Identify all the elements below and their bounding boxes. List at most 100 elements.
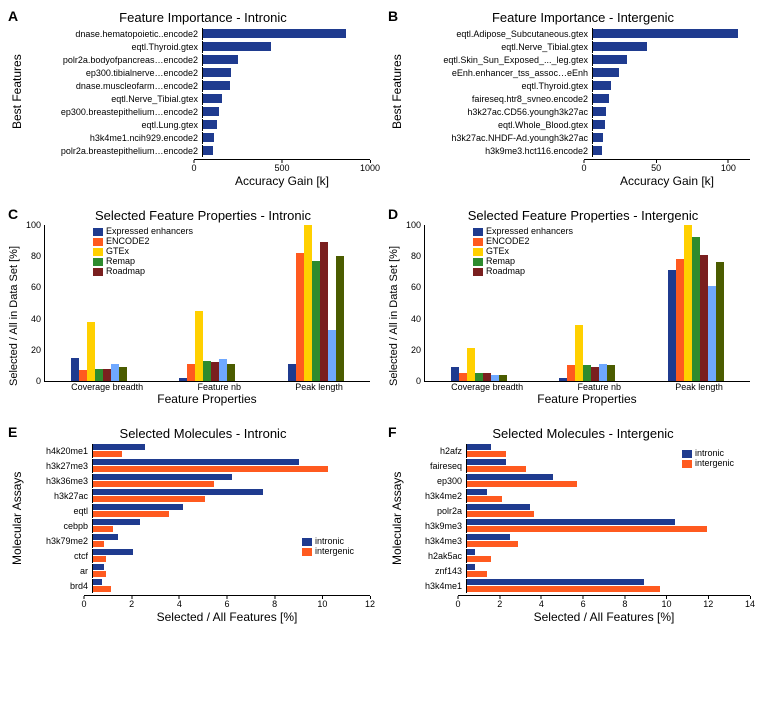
panel-c-legend: Expressed enhancersENCODE2GTExRemapRoadm… <box>91 225 195 278</box>
bar <box>288 364 296 381</box>
bar-label: h3k4me3 <box>406 536 466 546</box>
bar-label: ctcf <box>26 551 92 561</box>
bar <box>103 369 111 381</box>
bar <box>179 378 187 381</box>
bar <box>203 29 346 39</box>
bar <box>475 373 483 381</box>
bar <box>79 370 87 381</box>
bar-row: h3k79me2 <box>26 534 362 548</box>
bar-label: h3k4me2 <box>406 491 466 501</box>
bar-row: h3k27ac.CD56.youngh3k27ac <box>406 106 742 118</box>
figure-grid: A Feature Importance - Intronic Best Fea… <box>8 8 750 624</box>
panel-b-xlabel: Accuracy Gain [k] <box>620 174 714 188</box>
bar <box>593 68 619 78</box>
bar <box>203 94 222 104</box>
panel-f-chart: Molecular Assays intronicintergenic h2af… <box>388 443 750 624</box>
bar <box>203 120 217 130</box>
bar-label: polr2a.bodyofpancreas…encode2 <box>26 55 202 65</box>
bar-row: h3k4me2 <box>406 489 742 503</box>
bar <box>93 511 169 518</box>
bar <box>591 367 599 381</box>
bar <box>467 586 660 593</box>
bar <box>467 571 487 578</box>
bar-row: ep300.breastepithelium…encode2 <box>26 106 362 118</box>
bar-row: ar <box>26 564 362 578</box>
bar <box>700 255 708 381</box>
panel-a-title: Feature Importance - Intronic <box>8 10 370 25</box>
bar <box>219 359 227 381</box>
bar-label: h3k9me3 <box>406 521 466 531</box>
bar <box>93 579 102 586</box>
bar-row: h3k4me1.ncih929.encode2 <box>26 132 362 144</box>
bar <box>467 534 510 541</box>
bar-label: znf143 <box>406 566 466 576</box>
panel-c-xlabel: Feature Properties <box>44 392 370 406</box>
bar-row: polr2a.bodyofpancreas…encode2 <box>26 54 362 66</box>
panel-d-ylabel: Selected / All in Data Set [%] <box>388 225 400 406</box>
bar-label: ep300.tibialnerve…encode2 <box>26 68 202 78</box>
bar-row: eqtl.Skin_Sun_Exposed_..._leg.gtex <box>406 54 742 66</box>
bar <box>593 94 609 104</box>
bar-label: h3k36me3 <box>26 476 92 486</box>
panel-d-xlabel: Feature Properties <box>424 392 750 406</box>
panel-f-title: Selected Molecules - Intergenic <box>388 426 750 441</box>
bar <box>593 81 611 91</box>
bar-label: h3k27ac <box>26 491 92 501</box>
bar <box>467 519 675 526</box>
bar <box>708 286 716 381</box>
bar-label: ar <box>26 566 92 576</box>
bar-label: polr2a <box>406 506 466 516</box>
bar <box>593 120 605 130</box>
bar <box>328 330 336 381</box>
bar <box>593 146 602 156</box>
bar <box>93 481 214 488</box>
bar <box>203 81 230 91</box>
bar-label: brd4 <box>26 581 92 591</box>
bar-label: h2ak5ac <box>406 551 466 561</box>
bar-label: eqtl.Whole_Blood.gtex <box>406 120 592 130</box>
category-label: Feature nb <box>197 382 241 392</box>
panel-c-chart: Selected / All in Data Set [%] Expressed… <box>8 225 370 406</box>
bar <box>93 541 104 548</box>
bar <box>203 42 271 52</box>
bar-label: h3k4me1 <box>406 581 466 591</box>
bar <box>467 459 506 466</box>
bar <box>111 364 119 381</box>
panel-letter-f: F <box>388 424 397 440</box>
bar <box>684 225 692 381</box>
bar <box>93 451 122 458</box>
panel-b-title: Feature Importance - Intergenic <box>388 10 750 25</box>
panel-f-ylabel: Molecular Assays <box>388 443 406 593</box>
bar <box>692 237 700 381</box>
bar <box>296 253 304 381</box>
category-label: Peak length <box>295 382 343 392</box>
bar <box>467 579 644 586</box>
bar-row: h2ak5ac <box>406 549 742 563</box>
panel-e: E Selected Molecules - Intronic Molecula… <box>8 424 370 624</box>
legend-item: Roadmap <box>473 267 573 277</box>
bar-label: faireseq <box>406 461 466 471</box>
bar <box>203 107 219 117</box>
bar-label: cebpb <box>26 521 92 531</box>
panel-e-ylabel: Molecular Assays <box>8 443 26 593</box>
bar-row: eqtl.Nerve_Tibial.gtex <box>26 93 362 105</box>
bar <box>87 322 95 381</box>
category-label: Feature nb <box>577 382 621 392</box>
bar <box>93 459 299 466</box>
bar-label: eqtl.Lung.gtex <box>26 120 202 130</box>
bar <box>71 358 79 381</box>
panel-a-xlabel: Accuracy Gain [k] <box>235 174 329 188</box>
bar <box>203 361 211 381</box>
bar <box>467 489 487 496</box>
bar-row: cebpb <box>26 519 362 533</box>
bar <box>93 534 118 541</box>
bar <box>203 146 213 156</box>
bar-row: eqtl.Nerve_Tibial.gtex <box>406 41 742 53</box>
panel-letter-d: D <box>388 206 398 222</box>
panel-d-legend: Expressed enhancersENCODE2GTExRemapRoadm… <box>471 225 575 278</box>
bar-row: h3k4me1 <box>406 579 742 593</box>
bar <box>607 365 615 381</box>
bar-row: h3k4me3 <box>406 534 742 548</box>
bar <box>583 365 591 381</box>
bar <box>467 474 553 481</box>
